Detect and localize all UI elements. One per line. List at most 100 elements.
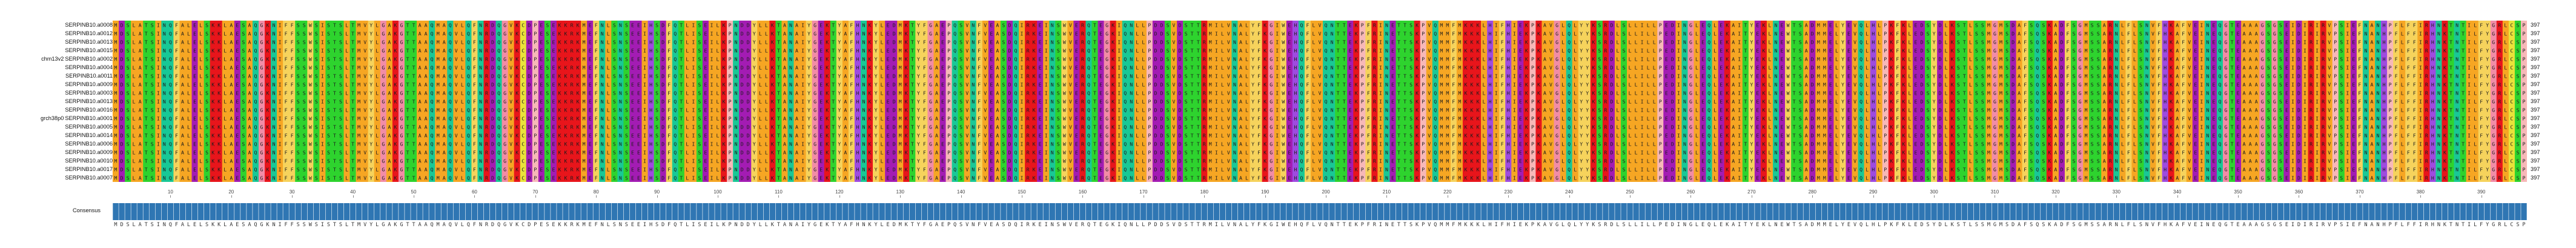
residue-letter: K xyxy=(1111,56,1114,62)
residue-letter: Y xyxy=(1586,31,1589,37)
residue-letter: L xyxy=(1221,48,1224,54)
residue-letter: I xyxy=(801,65,804,71)
residue-letter: D xyxy=(1921,39,1924,45)
sequence-name[interactable]: SERPINB10.a0013 xyxy=(65,97,113,106)
residue-letter: E xyxy=(2352,65,2355,71)
residue-letter: F xyxy=(923,48,926,54)
residue-letter: T xyxy=(351,22,354,28)
sequence-name[interactable]: SERPINB10.a0004 xyxy=(65,63,113,72)
residue-letter: E xyxy=(637,73,640,79)
residue-letter: I xyxy=(2291,31,2294,37)
residue-letter: L xyxy=(765,56,768,62)
residue-letter: E xyxy=(1519,39,1522,45)
residue-letter: G xyxy=(1105,22,1108,28)
residue-letter: D xyxy=(528,48,531,54)
residue-letter: L xyxy=(717,22,720,28)
residue-letter: H xyxy=(1294,31,1297,37)
residue-letter: T xyxy=(911,22,914,28)
residue-letter: G xyxy=(503,22,506,28)
residue-letter: R xyxy=(1027,31,1030,37)
residue-letter: A xyxy=(935,39,938,45)
residue-letter: F xyxy=(2024,22,2027,28)
sequence-name[interactable]: SERPINB10.a0012 xyxy=(65,29,113,38)
residue-letter: A xyxy=(2255,31,2258,37)
residue-letter: M xyxy=(1987,48,1990,54)
sequence-name[interactable]: SERPINB10.a0010 xyxy=(65,156,113,165)
residue-letter: S xyxy=(1975,48,1978,54)
residue-letter: D xyxy=(121,39,124,45)
residue-letter: K xyxy=(1525,22,1528,28)
residue-letter: N xyxy=(1775,39,1778,45)
sequence-name[interactable]: SERPINB10.a0005 xyxy=(65,122,113,131)
residue-letter: T xyxy=(1403,39,1406,45)
residue-letter: L xyxy=(199,73,202,79)
sequence-name[interactable]: SERPINB10.a0006 xyxy=(65,139,113,148)
residue-letter: M xyxy=(899,56,902,62)
residue-letter: K xyxy=(1355,31,1358,37)
residue-letter: S xyxy=(959,65,962,71)
residue-letter: Q xyxy=(169,39,172,45)
residue-letter: P xyxy=(2523,65,2526,71)
residue-letter: E xyxy=(1039,39,1042,45)
residue-letter: D xyxy=(121,22,124,28)
residue-letter: I xyxy=(1045,73,1048,79)
residue-letter: S xyxy=(2097,65,2100,71)
residue-letter: T xyxy=(832,39,835,45)
sequence-name[interactable]: SERPINB10.a0017 xyxy=(65,165,113,173)
residue-letter: E xyxy=(887,65,890,71)
sequence-name[interactable]: SERPINB10.a0003 xyxy=(65,89,113,97)
residue-letter: F xyxy=(291,39,294,45)
sequence-name[interactable]: SERPINB10.a0013 xyxy=(65,38,113,46)
residue-letter: F xyxy=(1367,56,1370,62)
residue-letter: A xyxy=(419,65,422,71)
residue-letter: V xyxy=(2188,22,2191,28)
residue-letter: H xyxy=(856,39,859,45)
residue-letter: S xyxy=(2073,31,2076,37)
residue-letter: D xyxy=(747,56,750,62)
sequence-name[interactable]: SERPINB10.a0008 xyxy=(65,21,113,29)
residue-letter: F xyxy=(1306,39,1309,45)
residue-letter: K xyxy=(2048,65,2051,71)
residue-letter: I xyxy=(1495,73,1498,79)
residue-letter: Q xyxy=(1707,65,1710,71)
residue-letter: V xyxy=(965,39,968,45)
residue-letter: L xyxy=(1769,65,1772,71)
sequence-name[interactable]: grch38p0 SERPINB10.a0001 xyxy=(41,114,113,122)
sequence-name[interactable]: chm13v2 SERPINB10.a0002 xyxy=(41,55,113,63)
sequence-name[interactable]: SERPINB10.a0009 xyxy=(65,80,113,89)
residue-letter: G xyxy=(1689,48,1692,54)
residue-letter: N xyxy=(273,48,276,54)
residue-letter: N xyxy=(1385,31,1388,37)
residue-letter: I xyxy=(2468,48,2471,54)
residue-letter: L xyxy=(1483,31,1486,37)
residue-letter: S xyxy=(2005,31,2008,37)
sequence-name[interactable]: SERPINB10.a0015 xyxy=(65,46,113,55)
residue-letter: E xyxy=(2194,39,2197,45)
residue-letter: N xyxy=(972,65,975,71)
residue-letter: S xyxy=(2516,48,2519,54)
residue-letter: N xyxy=(863,48,866,54)
sequence-name[interactable]: SERPINB10.a0009 xyxy=(65,148,113,156)
residue-letter: Y xyxy=(807,31,810,37)
residue-letter: Q xyxy=(2218,48,2221,54)
residue-letter: K xyxy=(1592,48,1595,54)
residue-letter: N xyxy=(1385,22,1388,28)
residue-letter: S xyxy=(1975,22,1978,28)
residue-letter: E xyxy=(637,48,640,54)
residue-letter: L xyxy=(1635,65,1638,71)
residue-letter: I xyxy=(2291,56,2294,62)
residue-letter: F xyxy=(2480,48,2483,54)
sequence-name[interactable]: SERPINB10.a0007 xyxy=(65,173,113,182)
residue-letter: I xyxy=(157,56,160,62)
residue-letter: P xyxy=(1361,39,1364,45)
sequence-name[interactable]: SERPINB10.a0016 xyxy=(65,106,113,114)
residue-letter: A xyxy=(783,22,786,28)
sequence-name[interactable]: SERPINB10.a0014 xyxy=(65,131,113,139)
residue-letter: W xyxy=(1063,48,1066,54)
residue-letter: Y xyxy=(1580,56,1583,62)
sequence-name[interactable]: SERPINB10.a0011 xyxy=(65,72,113,80)
residue-letter: L xyxy=(1878,22,1881,28)
residue-letter: L xyxy=(1142,22,1145,28)
residue-letter: F xyxy=(2358,31,2361,37)
